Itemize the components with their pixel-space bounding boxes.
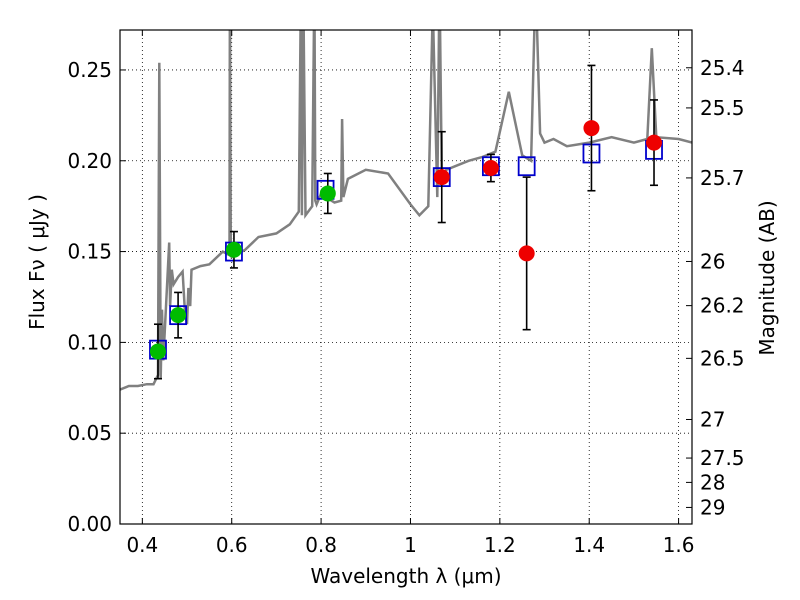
y-tick-labels: 0.00 0.05 0.10 0.15 0.20 0.25 bbox=[67, 58, 112, 536]
y2-tick-label: 28 bbox=[700, 470, 725, 494]
y2-tick-label: 27.5 bbox=[700, 446, 745, 470]
x-tick-label: 1.4 bbox=[573, 533, 605, 557]
x-axis-title: Wavelength λ (μm) bbox=[310, 564, 501, 588]
plot-area bbox=[120, 30, 692, 391]
x-tick-label: 1 bbox=[404, 533, 417, 557]
y2-tick-label: 25.7 bbox=[700, 166, 745, 190]
x-tick-label: 0.8 bbox=[305, 533, 337, 557]
y-tick-label: 0.15 bbox=[67, 240, 112, 264]
red-point bbox=[518, 245, 535, 262]
y-tick-label: 0.20 bbox=[67, 149, 112, 173]
y2-tick-label: 27 bbox=[700, 407, 725, 431]
x-tick-label: 0.6 bbox=[216, 533, 248, 557]
y2-tick-label: 26.5 bbox=[700, 346, 745, 370]
y-tick-label: 0.00 bbox=[67, 512, 112, 536]
green-point bbox=[319, 185, 336, 202]
x-tick-label: 1.2 bbox=[484, 533, 516, 557]
y-axis-title: Flux Fν ( μJy ) bbox=[25, 194, 49, 330]
axis-ticks bbox=[120, 30, 692, 525]
x-tick-label: 0.4 bbox=[126, 533, 158, 557]
y-tick-label: 0.05 bbox=[67, 421, 112, 445]
y2-tick-label: 25.5 bbox=[700, 96, 745, 120]
red-point bbox=[482, 160, 499, 177]
spectrum-line bbox=[120, 30, 692, 391]
red-point bbox=[583, 120, 600, 137]
y-tick-label: 0.25 bbox=[67, 58, 112, 82]
y2-axis-title: Magnitude (AB) bbox=[755, 200, 779, 355]
y2-tick-label: 26.2 bbox=[700, 294, 745, 318]
green-point bbox=[170, 307, 187, 324]
plot-frame bbox=[119, 29, 693, 525]
green-point bbox=[149, 343, 166, 360]
red-point bbox=[433, 169, 450, 186]
red-point bbox=[646, 134, 663, 151]
red-points bbox=[433, 120, 663, 262]
model-square bbox=[517, 156, 536, 177]
green-point bbox=[225, 241, 242, 258]
y2-tick-label: 25.4 bbox=[700, 56, 745, 80]
x-tick-label: 1.6 bbox=[663, 533, 695, 557]
x-tick-labels: 0.4 0.6 0.8 1 1.2 1.4 1.6 bbox=[126, 533, 694, 557]
green-points bbox=[149, 185, 336, 360]
y-tick-label: 0.10 bbox=[67, 330, 112, 354]
y2-tick-label: 26 bbox=[700, 249, 725, 273]
y2-tick-label: 29 bbox=[700, 495, 725, 519]
